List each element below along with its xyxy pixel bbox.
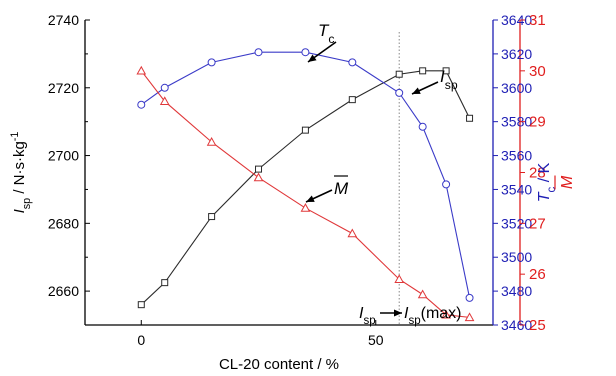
isp-point (442, 67, 450, 75)
tc-point (160, 83, 169, 92)
x-axis-label: CL-20 content / % (219, 356, 339, 373)
tc-tick-label: 3540 (501, 181, 532, 197)
m-point (206, 136, 217, 146)
m-point (253, 172, 264, 182)
tc-series-line (140, 51, 471, 299)
m-annotation-arrow-head (306, 195, 315, 202)
tc-point (137, 100, 146, 109)
left-axis-label: Isp / N·s·kg-1 (9, 132, 33, 214)
m-tick-label: 30 (529, 63, 546, 80)
tc-point (465, 293, 474, 302)
m-point (464, 312, 475, 322)
tc-point (395, 88, 404, 97)
tc-tick-label: 3520 (501, 215, 532, 231)
tc-tick-label: 3480 (501, 283, 532, 299)
tc-tick-label: 3640 (501, 12, 532, 28)
tc-point (348, 58, 357, 67)
left-tick-label: 2700 (48, 148, 79, 164)
isp-point (348, 96, 356, 104)
condition-annotation-right: Isp(max) (404, 305, 462, 327)
m-axis-label: M (559, 175, 576, 189)
tc-tick-label: 3580 (501, 114, 532, 130)
isp-series-line (140, 70, 471, 306)
left-tick-label: 2680 (48, 215, 79, 231)
left-tick-label: 2660 (48, 283, 79, 299)
m-tick-label: 27 (529, 215, 546, 232)
m-point (417, 289, 428, 299)
m-point (441, 309, 451, 319)
tc-point (254, 48, 263, 57)
m-tick-label: 25 (529, 317, 546, 334)
m-tick-label: 29 (529, 114, 546, 131)
isp-annotation: Isp (440, 67, 458, 92)
m-tick-label: 31 (529, 12, 546, 29)
condition-annotation-left: Isp (359, 305, 376, 327)
isp-point (301, 126, 309, 134)
m-point (136, 65, 147, 75)
tc-tick-label: 3560 (501, 148, 532, 164)
tc-point (207, 58, 216, 67)
m-point (394, 274, 405, 283)
tc-point (418, 122, 427, 131)
tc-axis-label: Tc / K (536, 162, 558, 202)
left-tick-label: 2740 (48, 12, 79, 28)
tc-tick-label: 3620 (501, 46, 532, 62)
m-tick-label: 26 (529, 266, 546, 283)
tc-point (301, 48, 310, 57)
m-point (347, 228, 358, 238)
m-point (300, 203, 311, 212)
x-tick-label: 0 (137, 332, 145, 348)
isp-point (208, 213, 216, 221)
isp-point (255, 165, 263, 173)
condition-annotation-arrow-head (394, 309, 402, 317)
m-point (159, 96, 170, 106)
left-tick-label: 2720 (48, 80, 79, 96)
m-annotation: M (334, 179, 349, 198)
isp-point (395, 70, 403, 78)
m-tick-label: 28 (529, 165, 546, 182)
isp-point (466, 114, 474, 122)
tc-tick-label: 3600 (501, 80, 532, 96)
tc-point (442, 180, 451, 189)
tc-tick-label: 3500 (501, 249, 532, 265)
isp-point (419, 67, 427, 75)
tc-annotation-arrow-head (308, 54, 317, 62)
x-tick-label: 50 (368, 332, 384, 348)
isp-annotation-arrow-head (412, 87, 421, 94)
tc-annotation: Tc (318, 21, 335, 46)
isp-point (161, 279, 169, 287)
m-series-line (140, 70, 470, 318)
tc-tick-label: 3460 (501, 317, 532, 333)
isp-point (137, 301, 145, 309)
